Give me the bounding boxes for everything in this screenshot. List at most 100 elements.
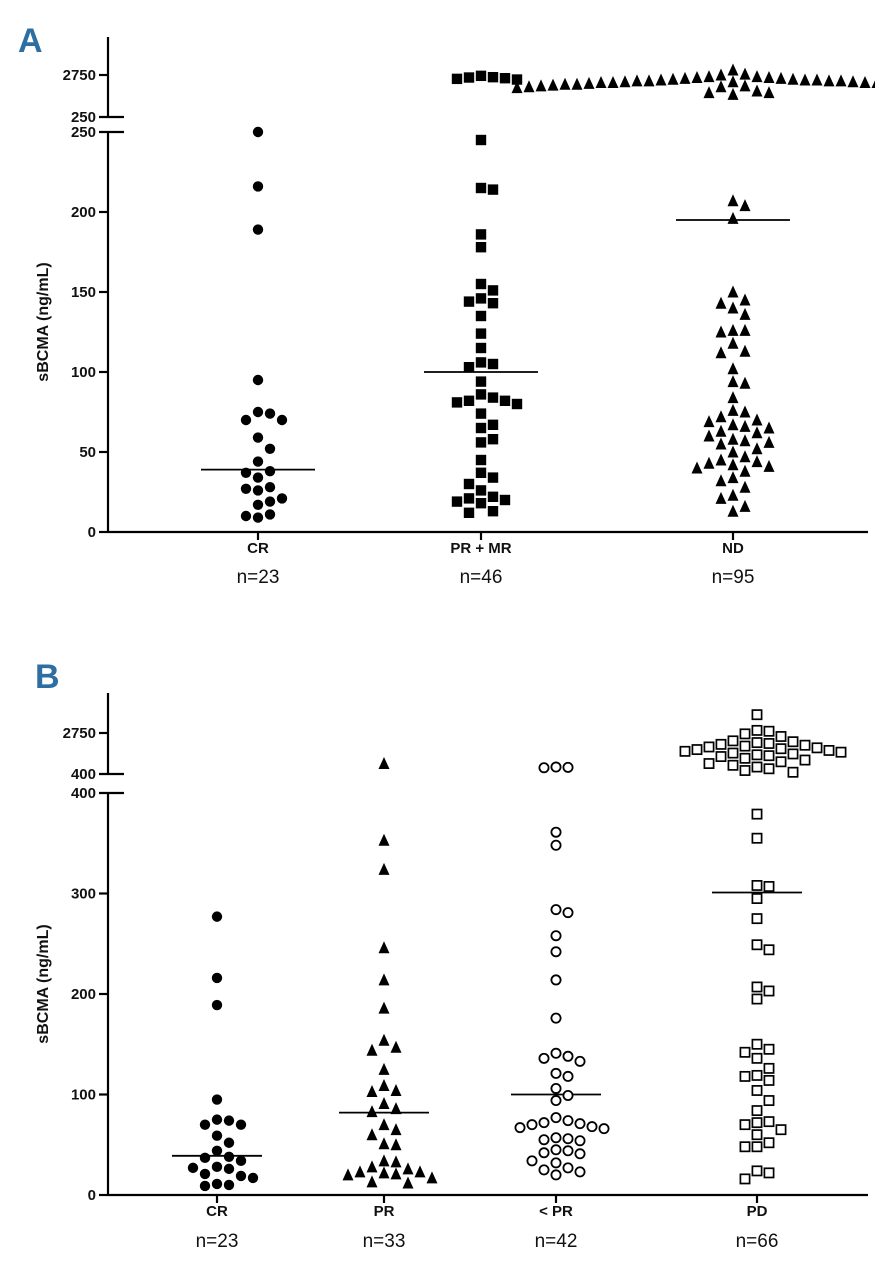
data-point	[763, 71, 775, 84]
data-point	[562, 1133, 574, 1145]
data-point	[264, 466, 276, 477]
data-point	[715, 751, 727, 763]
data-point	[727, 391, 739, 404]
data-point	[487, 392, 499, 403]
data-point	[378, 862, 390, 875]
data-point	[252, 406, 264, 418]
data-point	[538, 1134, 550, 1146]
data-point	[475, 467, 487, 478]
data-point	[223, 1137, 235, 1148]
data-point	[751, 808, 763, 820]
data-point	[550, 946, 562, 958]
data-point	[727, 362, 739, 375]
data-point	[264, 496, 276, 507]
data-point	[691, 461, 703, 474]
data-point	[583, 76, 595, 89]
data-point	[619, 75, 631, 88]
data-point	[787, 736, 799, 748]
data-point	[538, 762, 550, 774]
data-point	[787, 748, 799, 760]
data-point	[763, 985, 775, 997]
data-point	[487, 419, 499, 430]
data-point	[607, 76, 619, 89]
data-point	[787, 766, 799, 778]
data-point	[378, 1137, 390, 1150]
data-point	[751, 913, 763, 925]
data-point	[475, 485, 487, 496]
data-point	[378, 1166, 390, 1179]
data-point	[511, 398, 523, 410]
data-point	[463, 507, 475, 518]
data-point	[550, 839, 562, 851]
data-point	[562, 1070, 574, 1082]
data-point	[775, 1124, 787, 1136]
data-point	[199, 1152, 211, 1164]
data-point	[727, 471, 739, 484]
y-tick-label-upper: 250	[71, 109, 96, 126]
data-point	[366, 1084, 378, 1097]
data-point	[252, 512, 264, 523]
data-point	[727, 432, 739, 445]
data-point	[655, 73, 667, 86]
data-point	[703, 456, 715, 469]
data-point	[751, 1038, 763, 1050]
data-point	[475, 229, 487, 240]
data-point	[679, 745, 691, 757]
data-point	[378, 973, 390, 986]
data-point	[703, 86, 715, 99]
x-category-label: CR	[247, 540, 269, 557]
data-point	[715, 738, 727, 750]
data-point	[475, 328, 487, 339]
y-tick-label-lower: 250	[71, 124, 96, 141]
series-0: CR n=23	[172, 911, 262, 1252]
x-category-label: ND	[722, 540, 744, 557]
data-point	[538, 1117, 550, 1129]
data-point	[487, 491, 499, 502]
data-point	[475, 182, 487, 194]
data-point	[739, 199, 751, 212]
data-point	[426, 1171, 438, 1184]
data-point	[378, 1033, 390, 1046]
data-point	[727, 458, 739, 471]
data-point	[264, 482, 276, 493]
data-point	[763, 1137, 775, 1149]
data-point	[703, 741, 715, 753]
data-point	[739, 323, 751, 336]
data-point	[811, 742, 823, 754]
x-category-label: PD	[747, 1203, 768, 1220]
data-point	[574, 1055, 586, 1067]
data-point	[763, 763, 775, 775]
data-point	[739, 450, 751, 463]
data-point	[240, 483, 252, 494]
data-point	[643, 74, 655, 87]
data-point	[751, 1069, 763, 1081]
data-point	[475, 134, 487, 146]
data-point	[739, 405, 751, 418]
data-point	[775, 731, 787, 742]
data-point	[751, 1085, 763, 1096]
y-tick-label-lower: 100	[71, 1087, 96, 1104]
data-point	[763, 1167, 775, 1179]
data-point	[763, 86, 775, 99]
data-point	[451, 397, 463, 408]
n-count-label: n=23	[237, 567, 280, 588]
series-1: PR n=33	[339, 757, 438, 1252]
data-point	[211, 1178, 223, 1190]
data-point	[787, 72, 799, 85]
data-point	[252, 224, 264, 235]
data-point	[463, 395, 475, 406]
data-point	[378, 1001, 390, 1014]
data-point	[715, 325, 727, 338]
data-point	[739, 293, 751, 306]
data-point	[475, 242, 487, 253]
y-tick-label-upper: 400	[71, 766, 96, 783]
data-point	[751, 993, 763, 1005]
data-point	[763, 1043, 775, 1055]
data-point	[487, 358, 499, 370]
data-point	[751, 761, 763, 773]
panel-letter: A	[18, 22, 43, 60]
data-point	[739, 740, 751, 752]
data-point	[859, 76, 871, 89]
data-point	[751, 893, 763, 904]
data-point	[775, 743, 787, 755]
